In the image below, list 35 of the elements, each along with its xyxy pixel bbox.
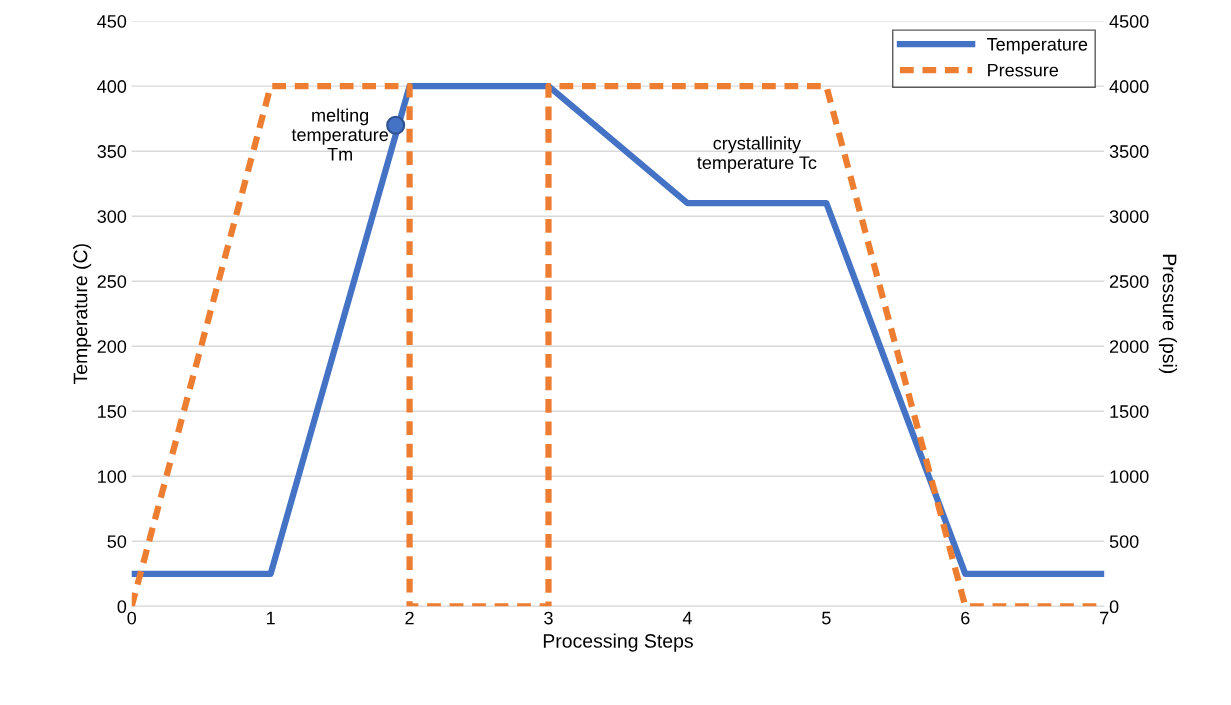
x-tick-label: 2	[405, 611, 414, 625]
y2-tick-label: 0	[1109, 600, 1119, 614]
y-axis-title: Temperature (C)	[73, 244, 92, 385]
y-tick-label: 250	[97, 275, 127, 288]
x-tick-label: 0	[127, 611, 137, 625]
annotation: melting temperature Tm	[291, 108, 388, 161]
y-tick-label: 450	[97, 15, 127, 28]
y2-tick-label: 2500	[1109, 275, 1149, 288]
y-tick-label: 350	[97, 145, 127, 158]
y-tick-label: 300	[97, 210, 127, 223]
y2-axis-title: Pressure (psi)	[1158, 254, 1178, 374]
legend-label: Pressure	[988, 63, 1059, 77]
y-tick-label: 400	[97, 80, 127, 93]
x-axis-title: Processing Steps	[543, 633, 693, 652]
y-tick-label: 200	[97, 340, 127, 353]
y2-tick-label: 4500	[1109, 15, 1149, 28]
x-tick-label: 5	[822, 611, 831, 625]
x-tick-label: 7	[1100, 611, 1109, 625]
y2-tick-label: 2000	[1109, 340, 1149, 353]
y-tick-label: 100	[98, 470, 127, 483]
y2-tick-label: 1500	[1110, 405, 1149, 418]
y2-tick-label: 3500	[1109, 145, 1149, 158]
y-tick-label: 0	[117, 600, 127, 614]
x-tick-label: 1	[267, 611, 275, 625]
x-tick-label: 3	[544, 611, 553, 625]
y-tick-label: 50	[107, 535, 127, 548]
y2-tick-label: 500	[1109, 535, 1139, 548]
legend-label: Temperature	[987, 38, 1088, 55]
y2-tick-label: 4000	[1109, 80, 1149, 93]
y2-tick-label: 3000	[1109, 210, 1149, 223]
annotation: crystallinity temperature Tc	[697, 136, 817, 173]
x-tick-label: 6	[961, 611, 970, 625]
y-tick-label: 150	[98, 405, 127, 418]
y2-tick-label: 1000	[1110, 470, 1149, 483]
x-tick-label: 4	[682, 611, 692, 625]
